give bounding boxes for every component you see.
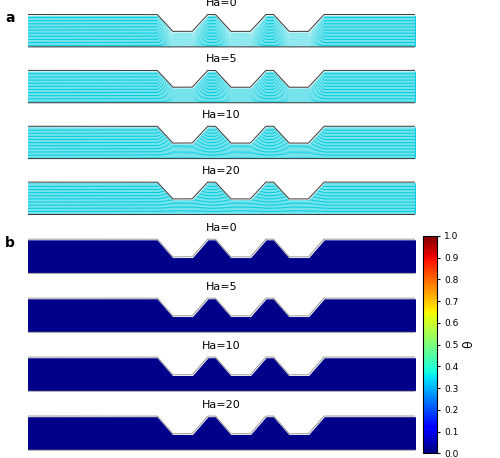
Text: Ha=10: Ha=10	[202, 341, 240, 350]
Text: b: b	[5, 236, 15, 250]
Text: Ha=0: Ha=0	[206, 0, 237, 8]
Y-axis label: θ: θ	[462, 341, 475, 349]
Text: Ha=5: Ha=5	[206, 54, 237, 64]
Text: Ha=0: Ha=0	[206, 223, 237, 233]
Text: Ha=20: Ha=20	[202, 166, 240, 176]
Text: Ha=20: Ha=20	[202, 399, 240, 409]
Text: Ha=10: Ha=10	[202, 110, 240, 120]
Text: Ha=5: Ha=5	[206, 282, 237, 292]
Text: a: a	[5, 11, 15, 26]
